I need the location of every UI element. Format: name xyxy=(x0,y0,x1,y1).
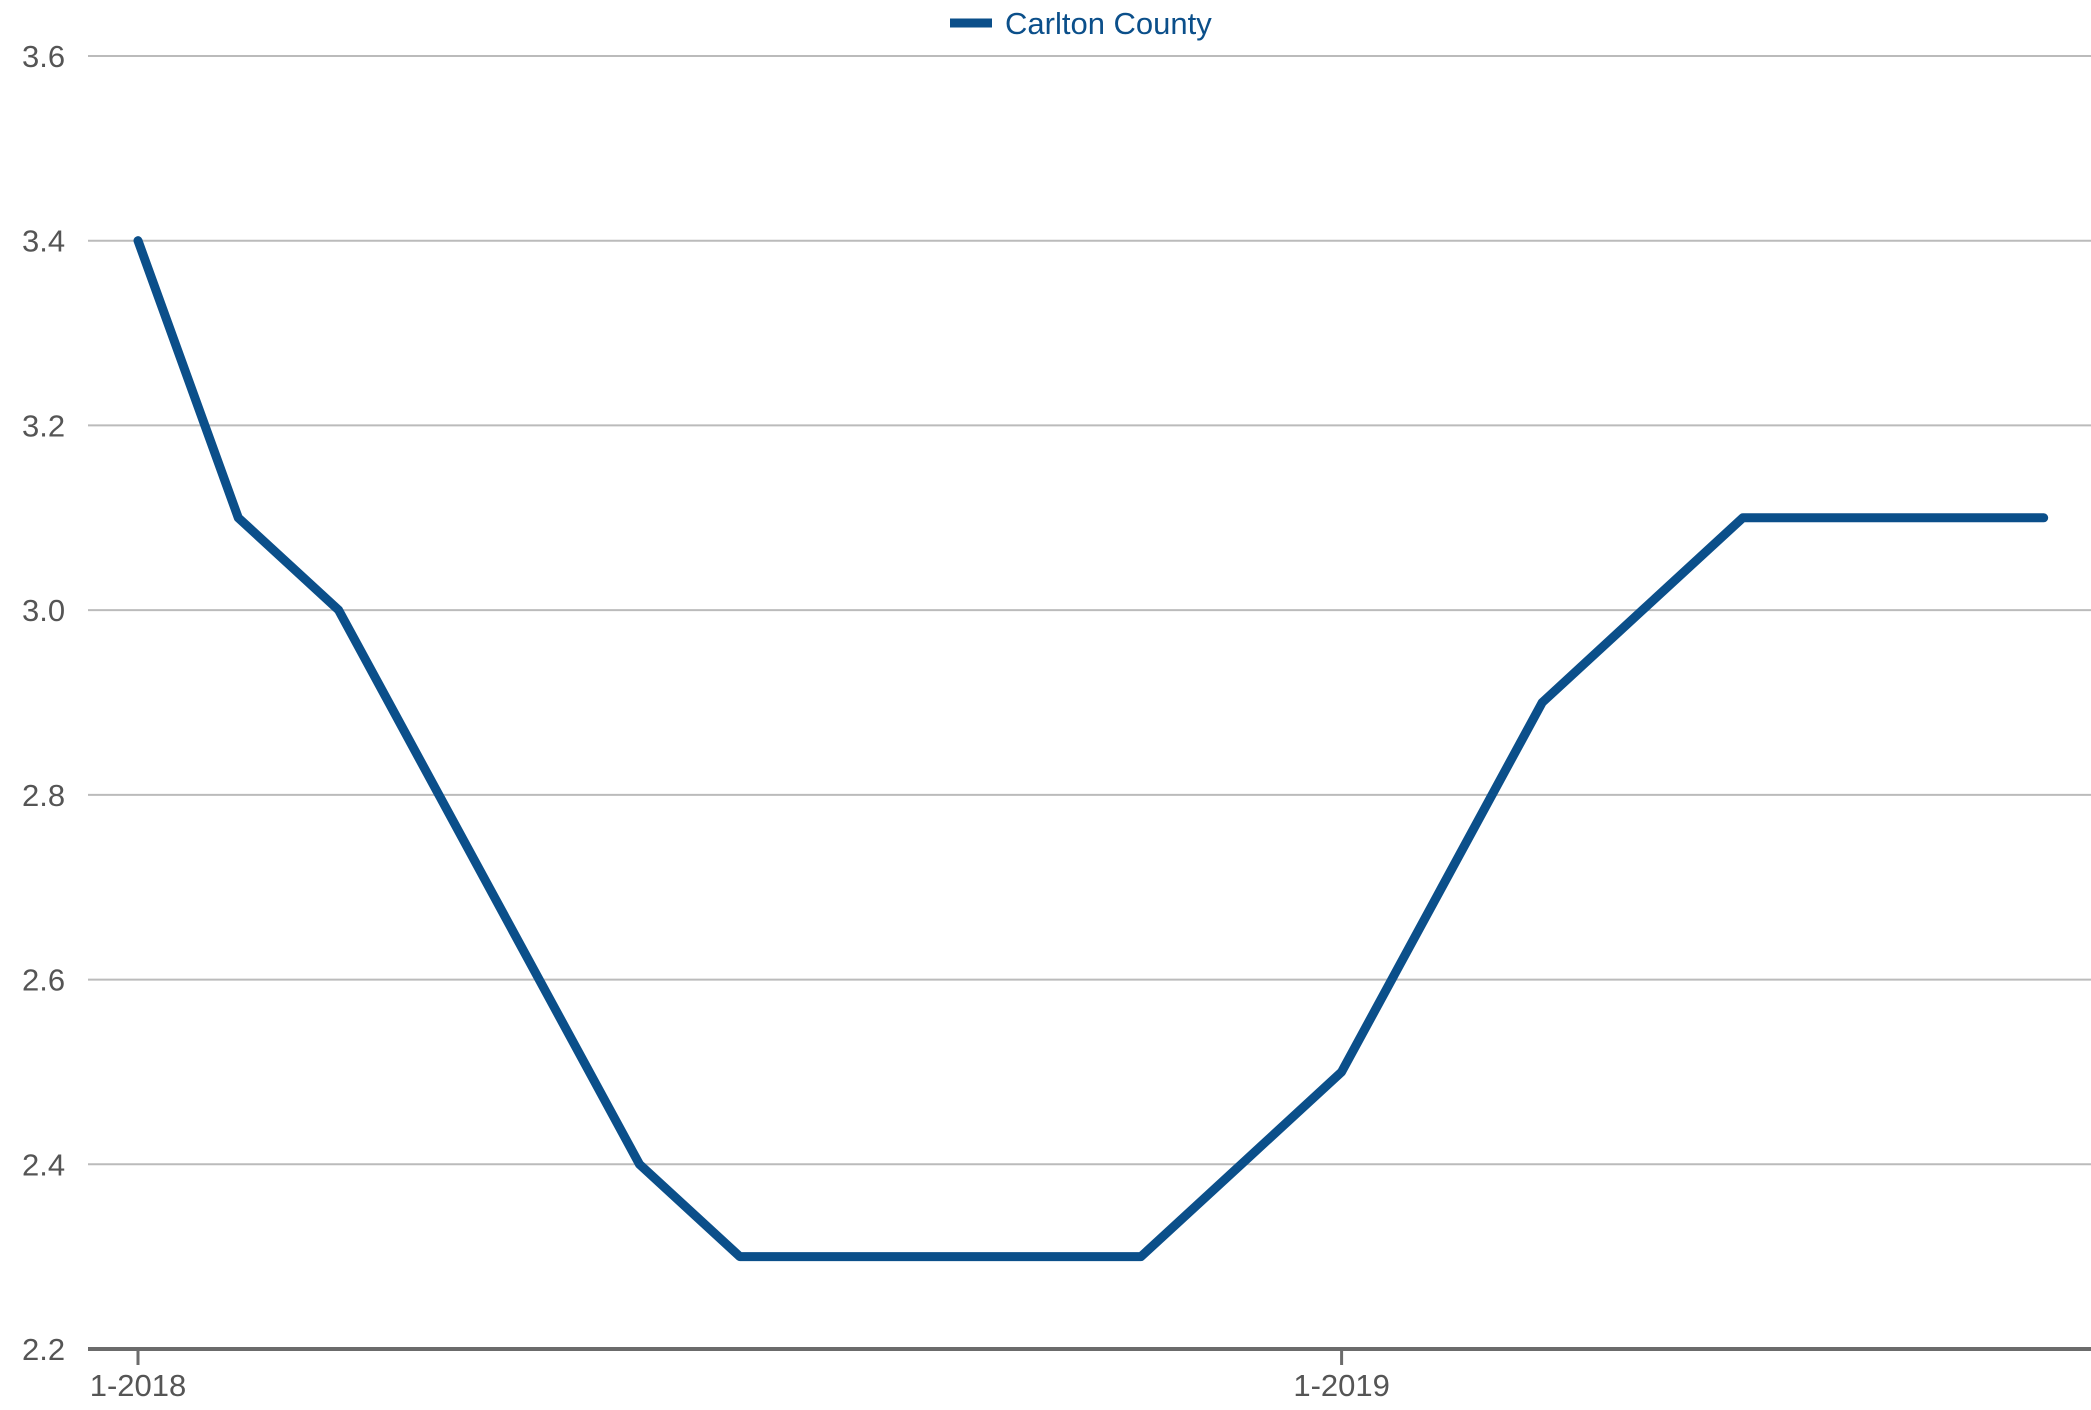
x-tick-label: 1-2018 xyxy=(90,1368,187,1403)
y-tick-label: 2.2 xyxy=(22,1332,65,1367)
grid-lines xyxy=(88,55,2091,1166)
x-tick-label: 1-2019 xyxy=(1293,1368,1390,1403)
y-tick-label: 3.6 xyxy=(22,39,65,74)
series-lines xyxy=(133,236,2049,1262)
legend-label-carlton-county: Carlton County xyxy=(1005,6,1212,41)
series-line-carlton-county xyxy=(133,236,2049,1262)
y-tick-label: 2.4 xyxy=(22,1147,65,1182)
legend: Carlton County xyxy=(950,6,1212,41)
y-axis-tick-labels: 2.2 2.4 2.6 2.8 3.0 3.2 3.4 3.6 xyxy=(22,39,65,1367)
y-tick-label: 2.6 xyxy=(22,963,65,998)
x-axis-tick-labels: 1-2018 1-2019 xyxy=(90,1368,1390,1403)
y-tick-label: 3.0 xyxy=(22,593,65,628)
y-tick-label: 3.4 xyxy=(22,224,65,259)
y-tick-label: 3.2 xyxy=(22,408,65,443)
x-axis xyxy=(88,1347,2091,1365)
y-tick-label: 2.8 xyxy=(22,778,65,813)
